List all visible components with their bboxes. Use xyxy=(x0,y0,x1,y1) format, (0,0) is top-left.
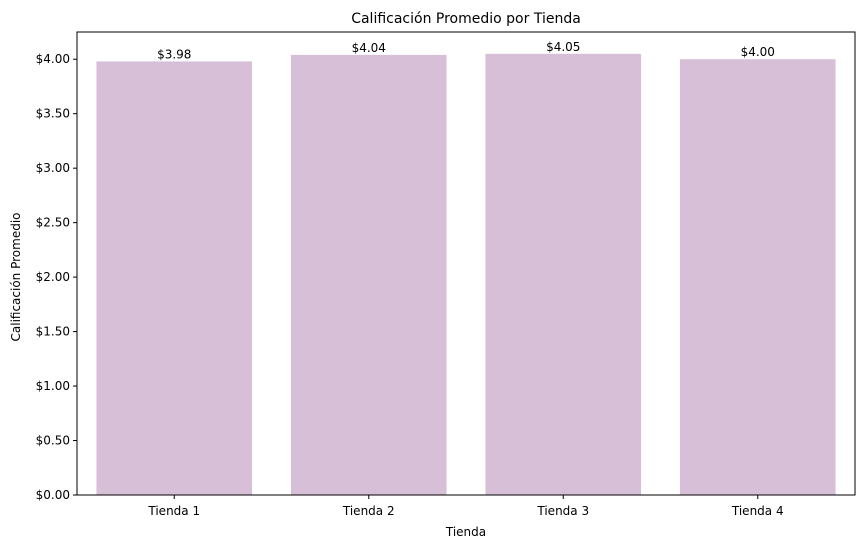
y-tick-label-5: $2.50 xyxy=(36,216,70,230)
x-tick-label-2: Tienda 2 xyxy=(342,504,395,518)
y-axis: $0.00 $0.50 $1.00 $1.50 $2.00 $2.50 $3.00 $3.50… xyxy=(36,52,77,502)
y-tick-label-0: $0.00 xyxy=(36,488,70,502)
y-tick-label-1: $0.50 xyxy=(36,434,70,448)
bar-3 xyxy=(485,53,642,495)
y-tick-label-3: $1.50 xyxy=(36,325,70,339)
x-tick-label-4: Tienda 4 xyxy=(731,504,784,518)
plot-frame xyxy=(76,31,856,496)
data-label-3: $4.05 xyxy=(546,40,580,54)
x-tick-label-1: Tienda 1 xyxy=(147,504,200,518)
y-tick-label-7: $3.50 xyxy=(36,107,70,121)
data-label-4: $4.00 xyxy=(741,45,775,59)
x-axis-label: Tienda xyxy=(445,525,486,539)
y-axis-label: Calificación Promedio xyxy=(9,212,23,341)
y-tick-label-8: $4.00 xyxy=(36,52,70,66)
bar-2 xyxy=(290,54,447,495)
bars-group: $3.98 $4.04 $4.05 $4.00 xyxy=(96,40,836,496)
bar-1 xyxy=(96,61,253,495)
data-label-1: $3.98 xyxy=(157,47,191,61)
x-axis: Tienda 1 Tienda 2 Tienda 3 Tienda 4 xyxy=(147,495,784,518)
chart-title: Calificación Promedio por Tienda xyxy=(351,11,581,27)
x-tick-label-3: Tienda 3 xyxy=(536,504,589,518)
bar-4 xyxy=(679,59,836,496)
y-tick-label-4: $2.00 xyxy=(36,270,70,284)
y-tick-label-6: $3.00 xyxy=(36,161,70,175)
data-label-2: $4.04 xyxy=(352,41,386,55)
y-tick-label-2: $1.00 xyxy=(36,379,70,393)
